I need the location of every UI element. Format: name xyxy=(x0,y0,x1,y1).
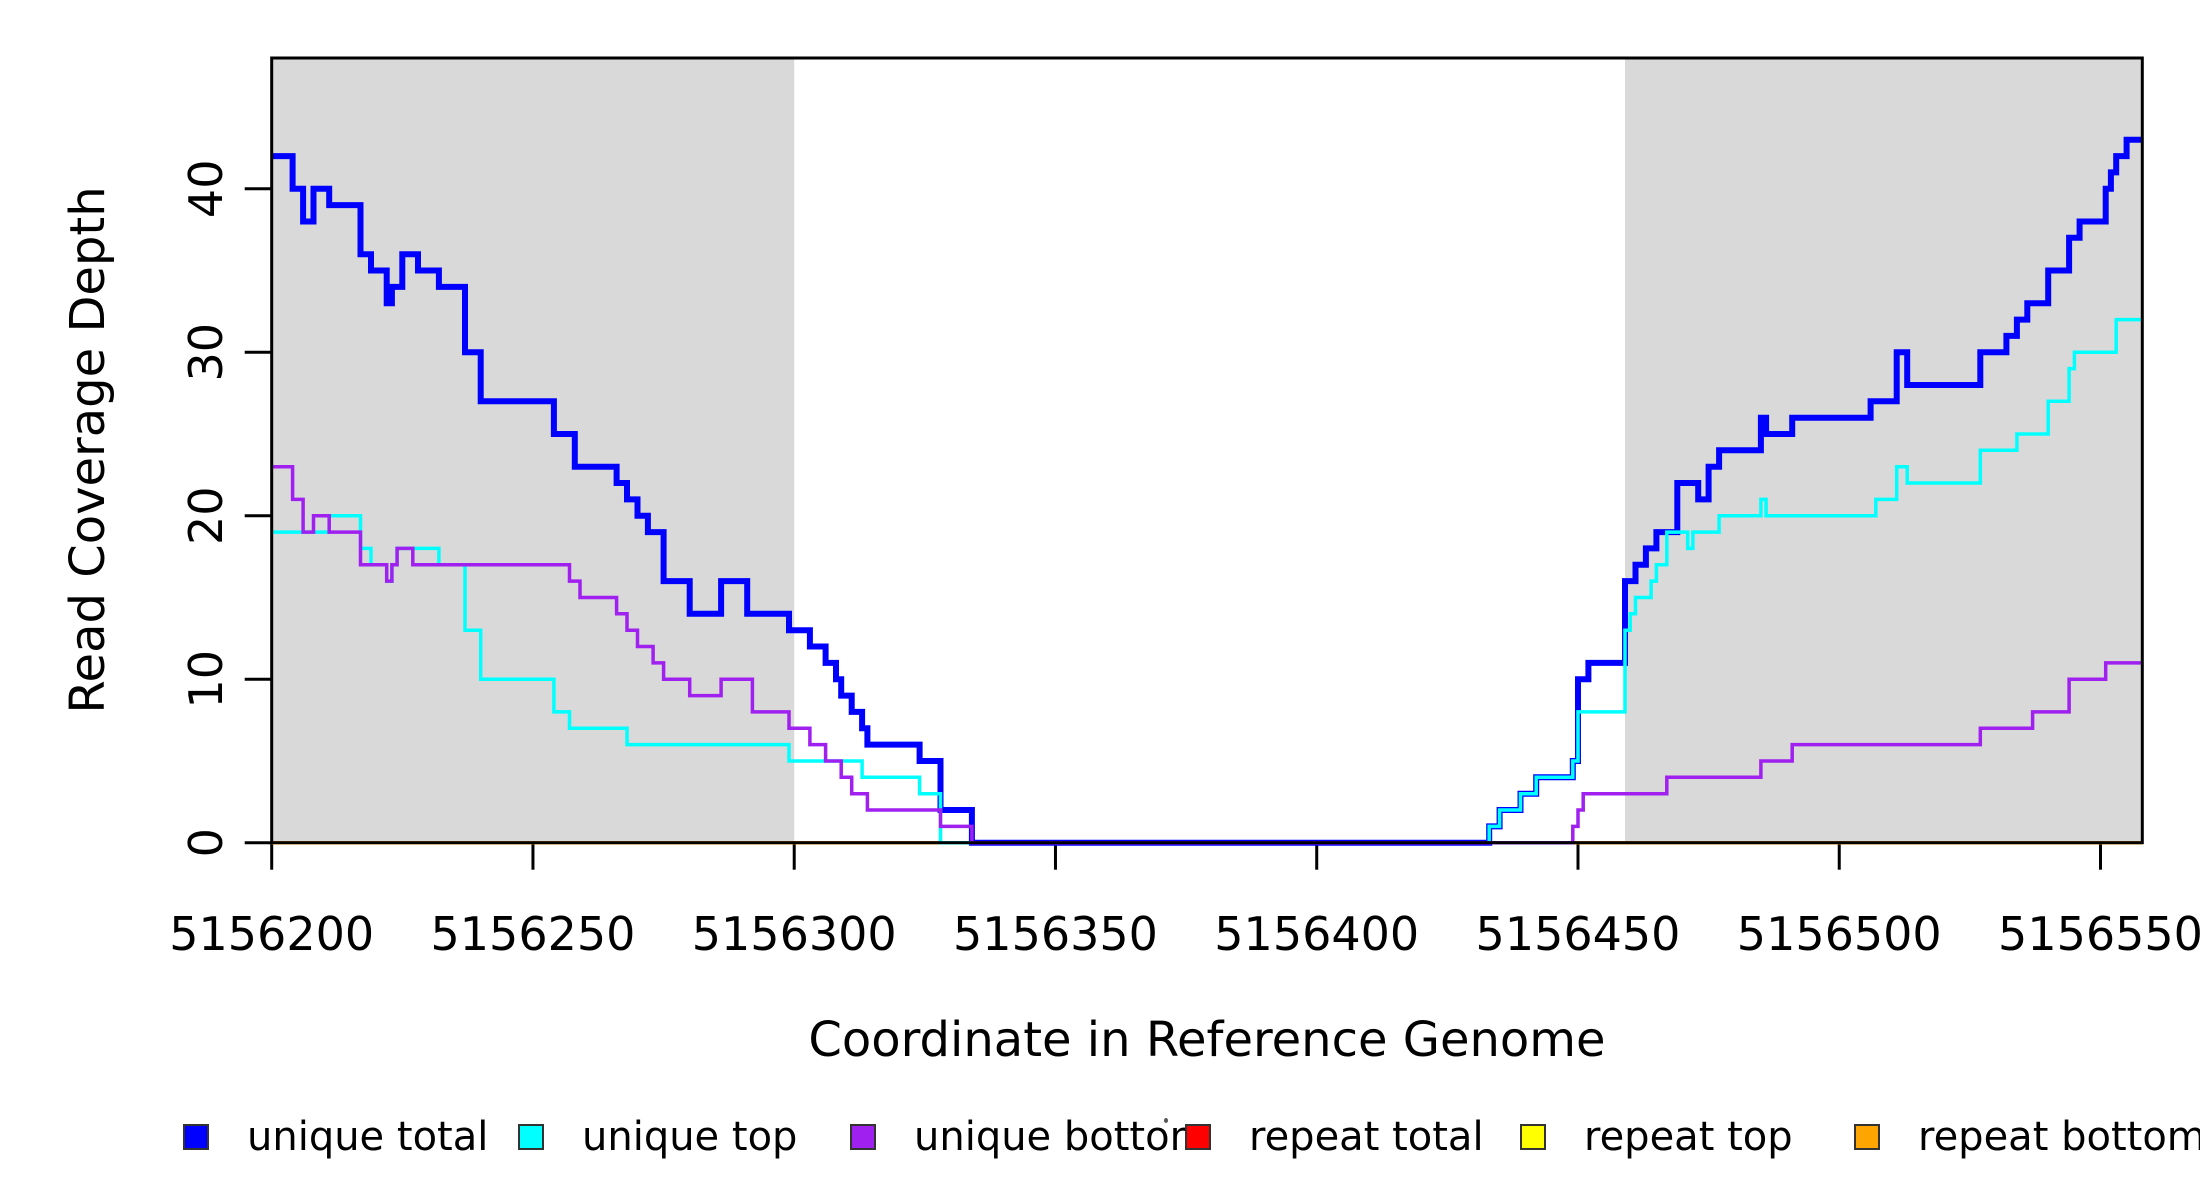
legend-item-repeat-top: repeat top xyxy=(1520,1114,1793,1160)
x-tick-label: 5156400 xyxy=(1214,907,1419,961)
legend-label: repeat total xyxy=(1249,1114,1484,1160)
legend-label: repeat bottom xyxy=(1918,1114,2200,1160)
x-axis-title: Coordinate in Reference Genome xyxy=(808,1012,1606,1068)
legend-swatch-unique-total xyxy=(183,1124,209,1150)
x-tick-label: 5156500 xyxy=(1737,907,1942,961)
y-tick-label: 40 xyxy=(179,160,233,219)
y-tick-label: 10 xyxy=(179,650,233,709)
step-line-unique-total xyxy=(271,136,2143,846)
legend-item-repeat-bottom: repeat bottom xyxy=(1854,1114,2200,1160)
legend-label: unique bottom xyxy=(914,1114,1209,1160)
legend-item-unique-bottom: unique bottom xyxy=(850,1114,1209,1160)
y-axis-title: Read Coverage Depth xyxy=(60,186,116,714)
legend-swatch-repeat-total xyxy=(1185,1124,1211,1150)
x-tick-label: 5156350 xyxy=(953,907,1158,961)
legend-label: unique total xyxy=(247,1114,489,1160)
x-tick-label: 5156300 xyxy=(692,907,897,961)
plot-border xyxy=(270,56,2144,845)
legend-label: unique top xyxy=(582,1114,798,1160)
x-tick-label: 5156550 xyxy=(1998,907,2200,961)
right-gray-band xyxy=(1625,58,2143,843)
x-tick-label: 5156200 xyxy=(169,907,374,961)
legend-swatch-unique-bottom xyxy=(850,1124,876,1150)
step-line-unique-bottom xyxy=(271,464,2143,845)
legend-label: repeat top xyxy=(1584,1114,1793,1160)
legend-item-repeat-total: repeat total xyxy=(1185,1114,1484,1160)
left-gray-band xyxy=(271,58,795,843)
x-tick-label: 5156250 xyxy=(431,907,636,961)
x-tick-label: 5156450 xyxy=(1476,907,1681,961)
legend-swatch-unique-top xyxy=(518,1124,544,1150)
legend-swatch-repeat-top xyxy=(1520,1124,1546,1150)
artifact-dot xyxy=(1164,1118,1168,1123)
y-tick-label: 30 xyxy=(179,323,233,382)
y-tick-label: 20 xyxy=(179,486,233,545)
legend-item-unique-total: unique total xyxy=(183,1114,488,1160)
legend-item-unique-top: unique top xyxy=(518,1114,797,1160)
y-tick-label: 0 xyxy=(179,828,233,857)
legend-swatch-repeat-bottom xyxy=(1854,1124,1880,1150)
